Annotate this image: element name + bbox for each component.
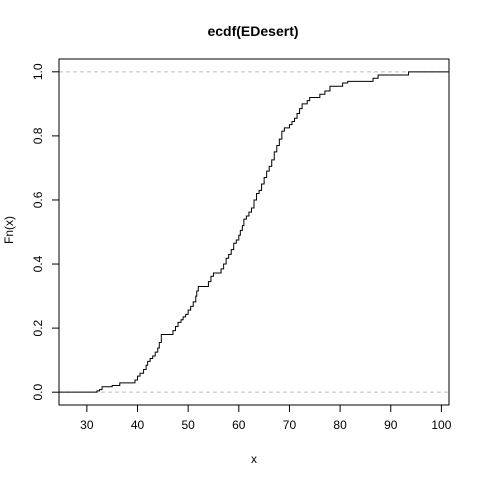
y-tick-label-3: 0.6 bbox=[31, 191, 45, 208]
x-tick-label-70: 70 bbox=[283, 418, 297, 432]
ecdf-step-line bbox=[59, 71, 449, 393]
chart-title: ecdf(EDesert) bbox=[207, 23, 298, 39]
y-tick-label-0: 0.0 bbox=[31, 384, 45, 401]
x-tick-label-50: 50 bbox=[181, 418, 195, 432]
x-axis-label: x bbox=[251, 452, 257, 466]
x-tick-label-100: 100 bbox=[431, 418, 451, 432]
x-tick-label-40: 40 bbox=[131, 418, 145, 432]
y-tick-label-4: 0.8 bbox=[31, 127, 45, 144]
y-tick-label-2: 0.4 bbox=[31, 255, 45, 272]
y-axis-label: Fn(x) bbox=[2, 216, 16, 244]
plot-frame bbox=[58, 58, 450, 406]
x-tick-label-80: 80 bbox=[333, 418, 347, 432]
y-tick-label-5: 1.0 bbox=[31, 63, 45, 80]
x-axis: 30 40 50 60 70 80 90 100 bbox=[80, 404, 452, 432]
x-tick-label-60: 60 bbox=[232, 418, 246, 432]
x-tick-label-30: 30 bbox=[80, 418, 94, 432]
reference-lines bbox=[59, 71, 449, 393]
ecdf-step-path bbox=[59, 71, 449, 393]
y-tick-label-1: 0.2 bbox=[31, 319, 45, 336]
x-tick-label-90: 90 bbox=[384, 418, 398, 432]
y-axis: 0.0 0.2 0.4 0.6 0.8 1.0 bbox=[31, 63, 60, 401]
